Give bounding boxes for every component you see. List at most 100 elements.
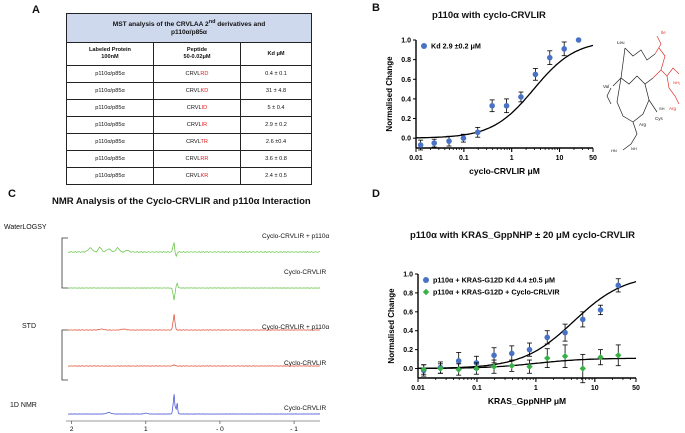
table-row: p110α/p85α CRVLKR 2.4 ± 0.5 [66,167,312,185]
chart-b-y-axis-label: Normalised Change [385,56,394,132]
chart-b-data-point [474,129,481,136]
chart-d-legend-label: p110α + KRAS-G12D + Cyclo-CRLVIR [433,288,560,297]
col-header-kd: Kd μM [240,42,312,66]
chart-b-x-tick-label: 10 [556,155,564,162]
chart-b-x-tick-label: 0.01 [409,155,423,162]
chart-b-data-point [532,71,539,78]
chart-b-legend-marker [421,43,427,49]
chart-d-data-point [508,350,515,357]
chart-d-data-point [597,354,604,361]
panel-c-letter: C [8,188,16,200]
chart-b-data-point [575,37,582,43]
chart-b-data-point [546,54,553,61]
chart-b-y-tick-label: 0.6 [401,77,411,84]
chart-b-x-axis-label: cyclo-CRVLIR μM [469,166,540,176]
col-header-protein: Labeled Protein 100nM [66,42,154,66]
chart-d-data-point [615,352,622,359]
chart-d-y-tick-label: 1.0 [403,272,413,279]
chart-b: 0.0 0.2 0.4 0.6 0.8 1.0 0.01 0.1 1 10 50 cyclo-CRVL… [385,37,597,176]
chart-d-data-point [437,365,444,372]
chart-b-title: p110α with cyclo-CRVLIR [432,10,546,21]
chart-d-y-axis-label: Normalised Change [387,288,396,364]
chart-d-x-tick-label: 10 [591,385,599,392]
chart-b-data-point [417,142,424,148]
nmr-title: NMR Analysis of the Cyclo-CRVLIR and p11… [52,196,311,207]
chart-b-y-tick-label: 0.0 [401,136,411,143]
ppm-tick-label: - 1 [290,426,298,433]
chart-b-y-tick-label: 1.0 [401,38,411,45]
chart-b-x-tick-label: 50 [589,155,597,162]
chart-b-data-point [561,46,567,52]
chart-b-x-tick-label: 0.1 [459,155,469,162]
chart-b-y-tick-label: 0.4 [401,96,411,103]
trace-label-std-complex: Cyclo-CRVLIR + p110α [262,324,330,331]
chart-d-data-point [562,329,568,336]
panel-d-letter: D [372,188,380,200]
table-title-sup: nd [208,18,216,25]
std-group-label: STD [22,323,36,330]
chart-b-data-point [503,102,510,109]
ppm-tick-label: - 0 [216,426,224,433]
ppm-tick-label: 1 [144,426,148,433]
table-title-part2: derivatives and [215,20,266,28]
ppm-tick-label: 2 [70,426,74,433]
chart-d-x-tick-label: 0.01 [411,385,425,392]
table-title-part1: MST analysis of the CRVLAA 2 [112,20,209,28]
chart-b-fit-curve [416,44,594,139]
std-bracket [61,329,68,381]
panel-a-letter: A [32,4,40,16]
chart-d-y-tick-label: 0.0 [403,366,413,373]
trace-label-std-free: Cyclo-CRVLIR [284,360,327,367]
chart-d-data-point [579,316,586,323]
chart-d-x-tick-label: 0.1 [472,385,482,392]
struct-label-nh2: NH₂ [673,80,681,85]
mst-table-title: MST analysis of the CRVLAA 2nd derivativ… [66,13,312,43]
chart-b-legend-label: Kd 2.9 ±0.2 μM [431,42,481,51]
table-row: p110α/p85α CRVLRR 3.6 ± 0.8 [66,150,312,168]
chart-d-data-point [490,363,498,370]
trace-label-1d: Cyclo-CRVLIR [284,405,327,412]
struct-label-ile: Ile [661,30,666,35]
chart-d-title: p110α with KRAS_GppNHP ± 20 μM cyclo-CRV… [410,230,636,241]
chart-d-y-tick-label: 0.8 [403,290,413,297]
chart-d-x-tick-label: 1 [534,385,538,392]
struct-label-arg: Arg [639,122,647,127]
waterlogsy-group-label: WaterLOGSY [4,224,47,231]
table-row: p110α/p85α CRVLID 5 ± 0.4 [66,99,312,117]
waterlogsy-bracket [61,237,68,289]
table-row: p110α/p85α CRVLKD 31 ± 4.8 [66,82,312,100]
nmr1d-group-label: 1D NMR [10,402,37,409]
chart-d-data-point [455,366,462,373]
chart-d-legend-marker [422,288,430,296]
chart-d-data-point [544,354,551,362]
nmr-trace-1d [67,394,321,415]
chart-d-y-tick-label: 0.2 [403,347,413,354]
nmr-trace-std-free [67,364,321,367]
chart-d-data-point [561,353,569,360]
mst-table: MST analysis of the CRVLAA 2nd derivativ… [66,13,312,185]
cyclo-crvlir-structure: Leu Ile Arg Val Cys Arg SH HN NH₂ NH [603,30,681,153]
chart-d-data-point [420,366,427,373]
chart-b-data-point [431,140,437,146]
chart-d-y-tick-label: 0.4 [403,328,413,335]
chart-d-legend-label: p110α + KRAS-G12D Kd 4.4 ±0.5 μM [433,276,555,285]
chart-d: 0.0 0.2 0.4 0.6 0.8 1.0 0.01 0.1 1 10 50 KRAS_GppNH… [387,272,640,407]
chart-d-data-point [544,334,551,341]
nmr-trace-waterlogsy-complex [67,242,321,258]
chart-d-data-point [508,362,515,369]
struct-label-leu: Leu [617,40,625,45]
chart-d-x-tick-label: 50 [632,385,640,392]
struct-label-sh: SH [659,106,665,111]
struct-label-arg-red: Arg [669,106,677,111]
chart-d-x-axis-label: KRAS_GppNHP μM [488,396,566,406]
chart-d-legend-marker [423,277,429,283]
struct-label-nh: NH [631,146,637,151]
chart-b-y-tick-label: 0.8 [401,57,411,64]
chart-b-data-point [446,138,452,144]
chart-d-data-point [491,352,497,359]
nmr-trace-std-complex [67,314,321,331]
col-header-peptide: Peptide 50-0.02μM [153,42,241,66]
chart-b-y-tick-label: 0.2 [401,116,411,123]
chart-d-data-point [579,365,586,372]
trace-label-waterlogsy-complex: Cyclo-CRVLIR + p110α [262,233,330,240]
